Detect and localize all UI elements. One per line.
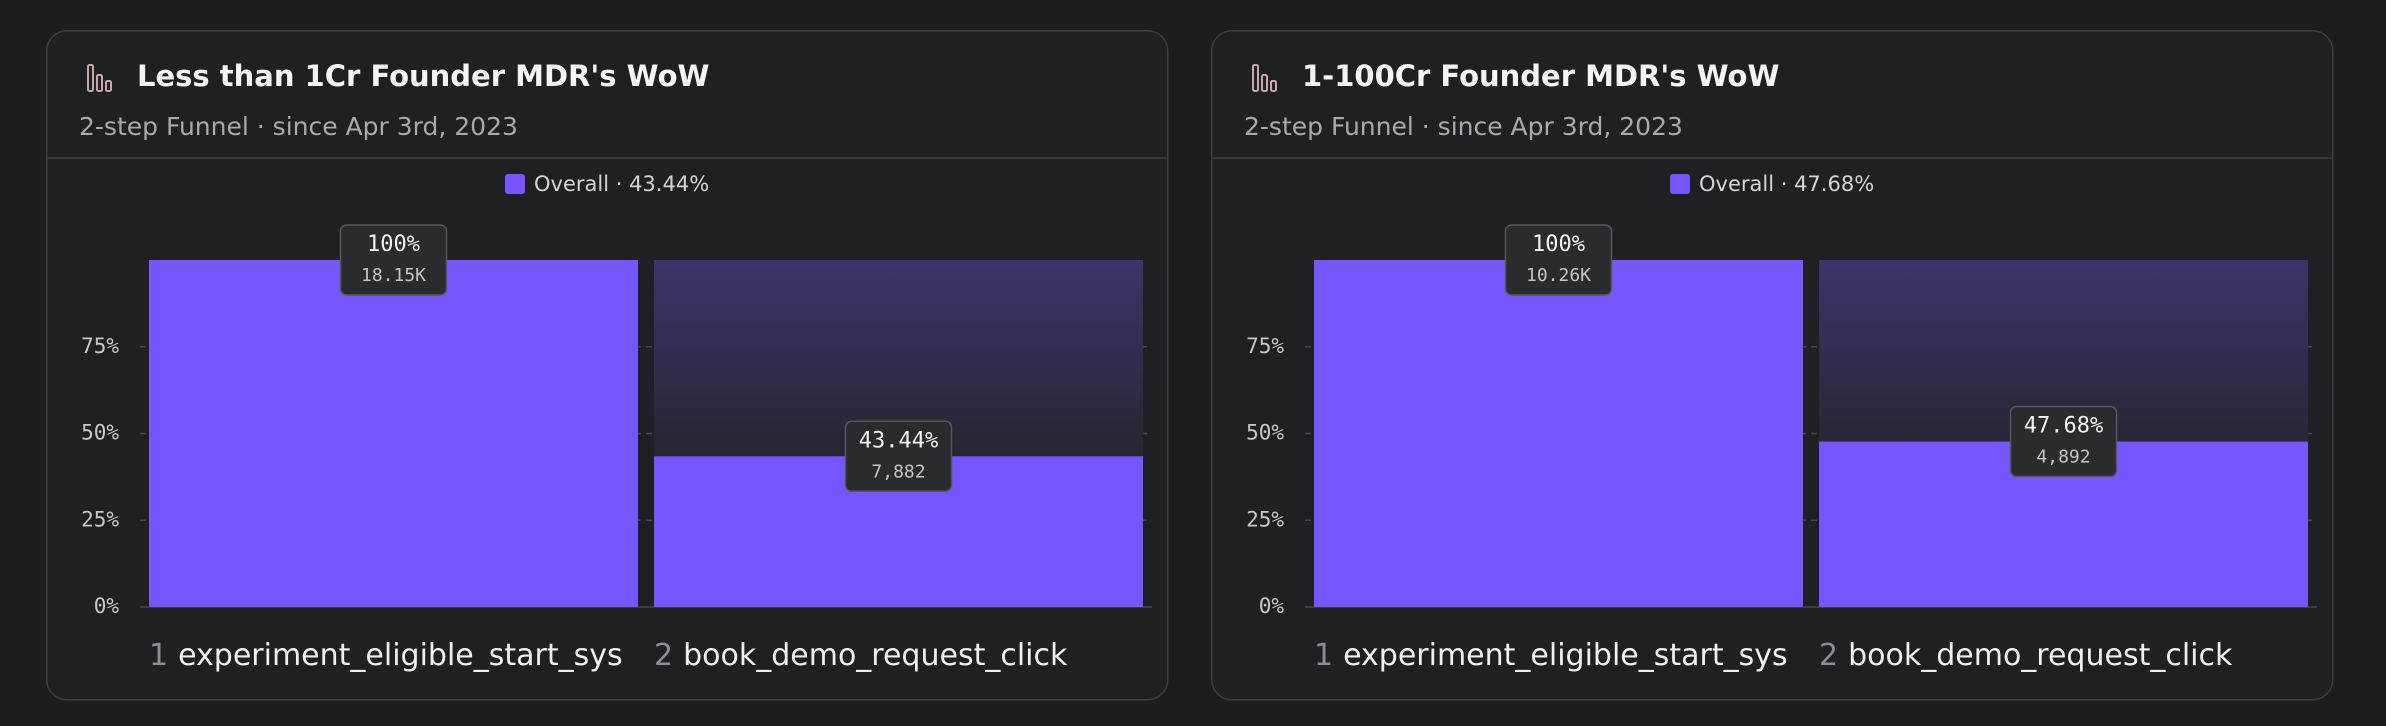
chart-panel: Less than 1Cr Founder MDR's WoW 2-step Fu… xyxy=(46,30,1169,701)
count-label: 18.15K xyxy=(361,265,426,286)
y-tick-label: 25% xyxy=(81,507,119,531)
y-tick-label: 0% xyxy=(94,594,120,618)
tooltip-box xyxy=(844,420,953,493)
value-label: 100% xyxy=(1532,232,1585,257)
chart-subtitle: 2-step Funnel · since Apr 3rd, 2023 xyxy=(1244,112,1683,141)
step-number: 1 xyxy=(1314,638,1333,673)
step-number: 2 xyxy=(654,638,673,673)
legend-label: Overall · 47.68% xyxy=(1699,172,1874,196)
icon-bar xyxy=(87,64,94,92)
chart-icon xyxy=(1252,64,1277,92)
category-label: 1 experiment_eligible_start_sys xyxy=(149,638,623,673)
tooltip-box xyxy=(1504,224,1613,296)
legend-swatch xyxy=(505,174,525,194)
category-label: 2 book_demo_request_click xyxy=(654,638,1068,673)
y-tick-label: 75% xyxy=(81,334,119,358)
chart-panel: 1-100Cr Founder MDR's WoW 2-step Funnel ·… xyxy=(1211,30,2334,701)
category-label: 1 experiment_eligible_start_sys xyxy=(1314,638,1788,673)
step-name: book_demo_request_click xyxy=(1848,638,2233,673)
icon-bar xyxy=(96,74,103,92)
plot: 0% 25% 50% 75% Overall · 43.44% 100% 18.15K 1 ex… xyxy=(81,172,1152,673)
bar[interactable] xyxy=(149,260,638,607)
count-label: 10.26K xyxy=(1526,265,1591,286)
step-number: 2 xyxy=(1819,638,1838,673)
step-name: experiment_eligible_start_sys xyxy=(178,638,623,673)
tooltip-box xyxy=(339,224,448,296)
step-name: experiment_eligible_start_sys xyxy=(1343,638,1788,673)
y-tick-label: 50% xyxy=(1246,421,1284,445)
plot: 0% 25% 50% 75% Overall · 47.68% 100% 10.26K 1 ex… xyxy=(1246,172,2317,673)
value-label: 47.68% xyxy=(2024,414,2103,439)
chart-title: 1-100Cr Founder MDR's WoW xyxy=(1302,59,1779,93)
chart-icon xyxy=(87,64,112,92)
icon-bar xyxy=(1261,74,1268,92)
y-tick-label: 75% xyxy=(1246,334,1284,358)
category-label: 2 book_demo_request_click xyxy=(1819,638,2233,673)
count-label: 4,892 xyxy=(2036,447,2090,468)
value-label: 43.44% xyxy=(859,428,938,453)
y-tick-label: 50% xyxy=(81,421,119,445)
legend-swatch xyxy=(1670,174,1690,194)
step-number: 1 xyxy=(149,638,168,673)
legend-label: Overall · 43.44% xyxy=(534,172,709,196)
y-tick-label: 25% xyxy=(1246,507,1284,531)
value-label: 100% xyxy=(367,232,420,257)
bar[interactable] xyxy=(1314,260,1803,607)
icon-bar xyxy=(1270,80,1277,92)
icon-bar xyxy=(105,80,112,92)
y-tick-label: 0% xyxy=(1259,594,1285,618)
icon-bar xyxy=(1252,64,1259,92)
step-name: book_demo_request_click xyxy=(683,638,1068,673)
count-label: 7,882 xyxy=(871,461,925,482)
chart-subtitle: 2-step Funnel · since Apr 3rd, 2023 xyxy=(79,112,518,141)
chart-title: Less than 1Cr Founder MDR's WoW xyxy=(137,59,709,93)
tooltip-box xyxy=(2009,405,2118,478)
